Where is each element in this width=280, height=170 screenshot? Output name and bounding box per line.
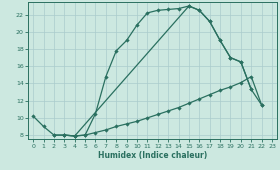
X-axis label: Humidex (Indice chaleur): Humidex (Indice chaleur) <box>98 151 207 160</box>
